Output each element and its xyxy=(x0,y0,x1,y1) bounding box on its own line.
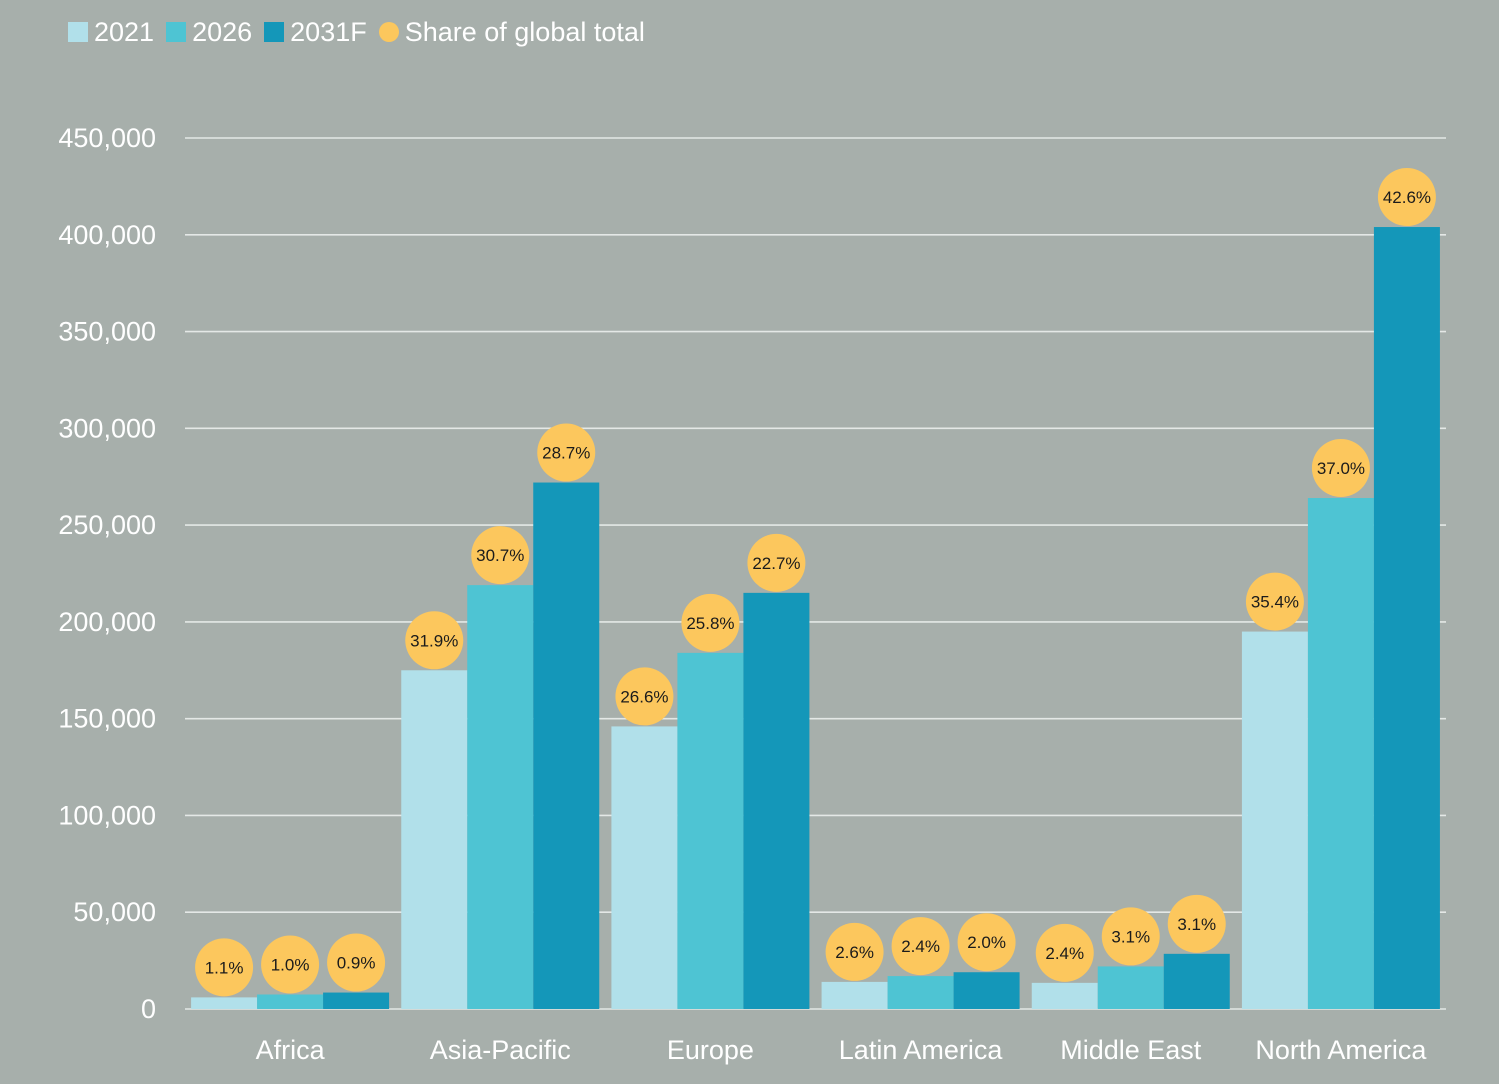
bar[interactable] xyxy=(611,726,678,1009)
legend-dot-share xyxy=(378,22,399,42)
y-tick-label: 300,000 xyxy=(58,413,156,443)
legend: 2021 2026 2031F Share of global total xyxy=(68,14,645,50)
y-tick-label: 350,000 xyxy=(58,317,156,347)
share-marker xyxy=(327,933,386,992)
share-label: 2.6% xyxy=(835,943,874,962)
share-label: 30.7% xyxy=(476,546,524,565)
bar[interactable] xyxy=(401,670,468,1009)
y-axis-ticks: 0 50,000 100,000 150,000 200,000 250,000 300,0… xyxy=(58,123,156,1024)
y-tick-label: 200,000 xyxy=(58,607,156,637)
bar[interactable] xyxy=(533,482,600,1009)
category-label: Africa xyxy=(256,1035,326,1065)
share-marker xyxy=(681,593,740,652)
share-marker xyxy=(1167,894,1226,953)
share-label: 35.4% xyxy=(1251,593,1299,612)
bar[interactable] xyxy=(1241,631,1308,1009)
legend-swatch-2026 xyxy=(166,22,187,42)
legend-swatch-2021 xyxy=(68,22,88,42)
bar[interactable] xyxy=(191,997,258,1009)
x-axis-categories: Africa Asia-Pacific Europe Latin America Mid… xyxy=(256,1035,1428,1065)
share-label: 37.0% xyxy=(1317,459,1365,478)
legend-swatch-2031f xyxy=(264,22,285,42)
share-label: 42.6% xyxy=(1383,188,1431,207)
category-label: North America xyxy=(1255,1035,1427,1065)
share-marker xyxy=(1101,907,1160,966)
share-marker xyxy=(1377,168,1436,227)
bar[interactable] xyxy=(1163,953,1230,1009)
legend-item-2031f[interactable]: 2031F xyxy=(264,17,367,48)
share-marker xyxy=(1035,923,1094,982)
bar[interactable] xyxy=(821,981,888,1009)
legend-label-2031f: 2031F xyxy=(290,16,367,47)
bar[interactable] xyxy=(257,994,324,1009)
legend-label-share: Share of global total xyxy=(404,16,645,47)
share-marker xyxy=(261,935,320,994)
share-marker xyxy=(957,913,1016,972)
gridlines xyxy=(185,137,1446,1010)
share-label: 2.0% xyxy=(967,933,1006,952)
share-label: 25.8% xyxy=(686,614,734,633)
y-tick-label: 450,000 xyxy=(58,123,156,153)
share-label: 1.0% xyxy=(271,955,310,974)
legend-item-2021[interactable]: 2021 xyxy=(68,17,154,48)
category-label: Asia-Pacific xyxy=(430,1035,571,1065)
category-label: Latin America xyxy=(839,1035,1004,1065)
category-label: Middle East xyxy=(1060,1035,1202,1065)
share-label: 3.1% xyxy=(1111,927,1150,946)
share-label: 22.7% xyxy=(752,554,800,573)
share-marker xyxy=(1311,439,1370,498)
y-tick-label: 100,000 xyxy=(58,800,156,830)
share-marker xyxy=(537,423,596,482)
legend-label-2021: 2021 xyxy=(94,16,155,47)
share-marker xyxy=(195,938,254,997)
bar[interactable] xyxy=(887,976,954,1009)
y-tick-label: 150,000 xyxy=(58,704,156,734)
bar[interactable] xyxy=(677,652,744,1009)
share-markers: 1.1% 1.0% 0.9% 31.9% 30.7% 28.7% 26.6% 25.8% 22.… xyxy=(195,168,1436,997)
share-marker xyxy=(405,611,464,670)
legend-item-share[interactable]: Share of global total xyxy=(378,16,645,48)
share-label: 28.7% xyxy=(542,444,590,463)
y-tick-label: 0 xyxy=(141,994,156,1024)
share-marker xyxy=(615,667,674,726)
category-label: Europe xyxy=(667,1035,754,1065)
y-tick-label: 400,000 xyxy=(58,220,156,250)
bar[interactable] xyxy=(1031,982,1098,1009)
share-marker xyxy=(471,526,530,585)
bar[interactable] xyxy=(467,585,534,1009)
bar[interactable] xyxy=(953,972,1020,1009)
bars xyxy=(191,227,1440,1010)
bar[interactable] xyxy=(1097,966,1164,1009)
bar[interactable] xyxy=(1373,227,1440,1010)
y-tick-label: 50,000 xyxy=(73,897,156,927)
share-label: 26.6% xyxy=(620,687,668,706)
share-label: 3.1% xyxy=(1177,915,1216,934)
bar[interactable] xyxy=(323,992,390,1009)
share-label: 1.1% xyxy=(205,958,244,977)
share-label: 0.9% xyxy=(337,954,376,973)
share-marker xyxy=(1245,572,1304,631)
share-label: 2.4% xyxy=(901,937,940,956)
share-marker xyxy=(747,533,806,592)
bar[interactable] xyxy=(1307,498,1374,1009)
share-marker xyxy=(891,917,950,976)
share-marker xyxy=(825,922,884,981)
bar[interactable] xyxy=(743,592,810,1009)
legend-label-2026: 2026 xyxy=(192,16,253,47)
y-tick-label: 250,000 xyxy=(58,510,156,540)
legend-item-2026[interactable]: 2026 xyxy=(166,17,252,48)
share-label: 2.4% xyxy=(1045,944,1084,963)
share-label: 31.9% xyxy=(410,631,458,650)
